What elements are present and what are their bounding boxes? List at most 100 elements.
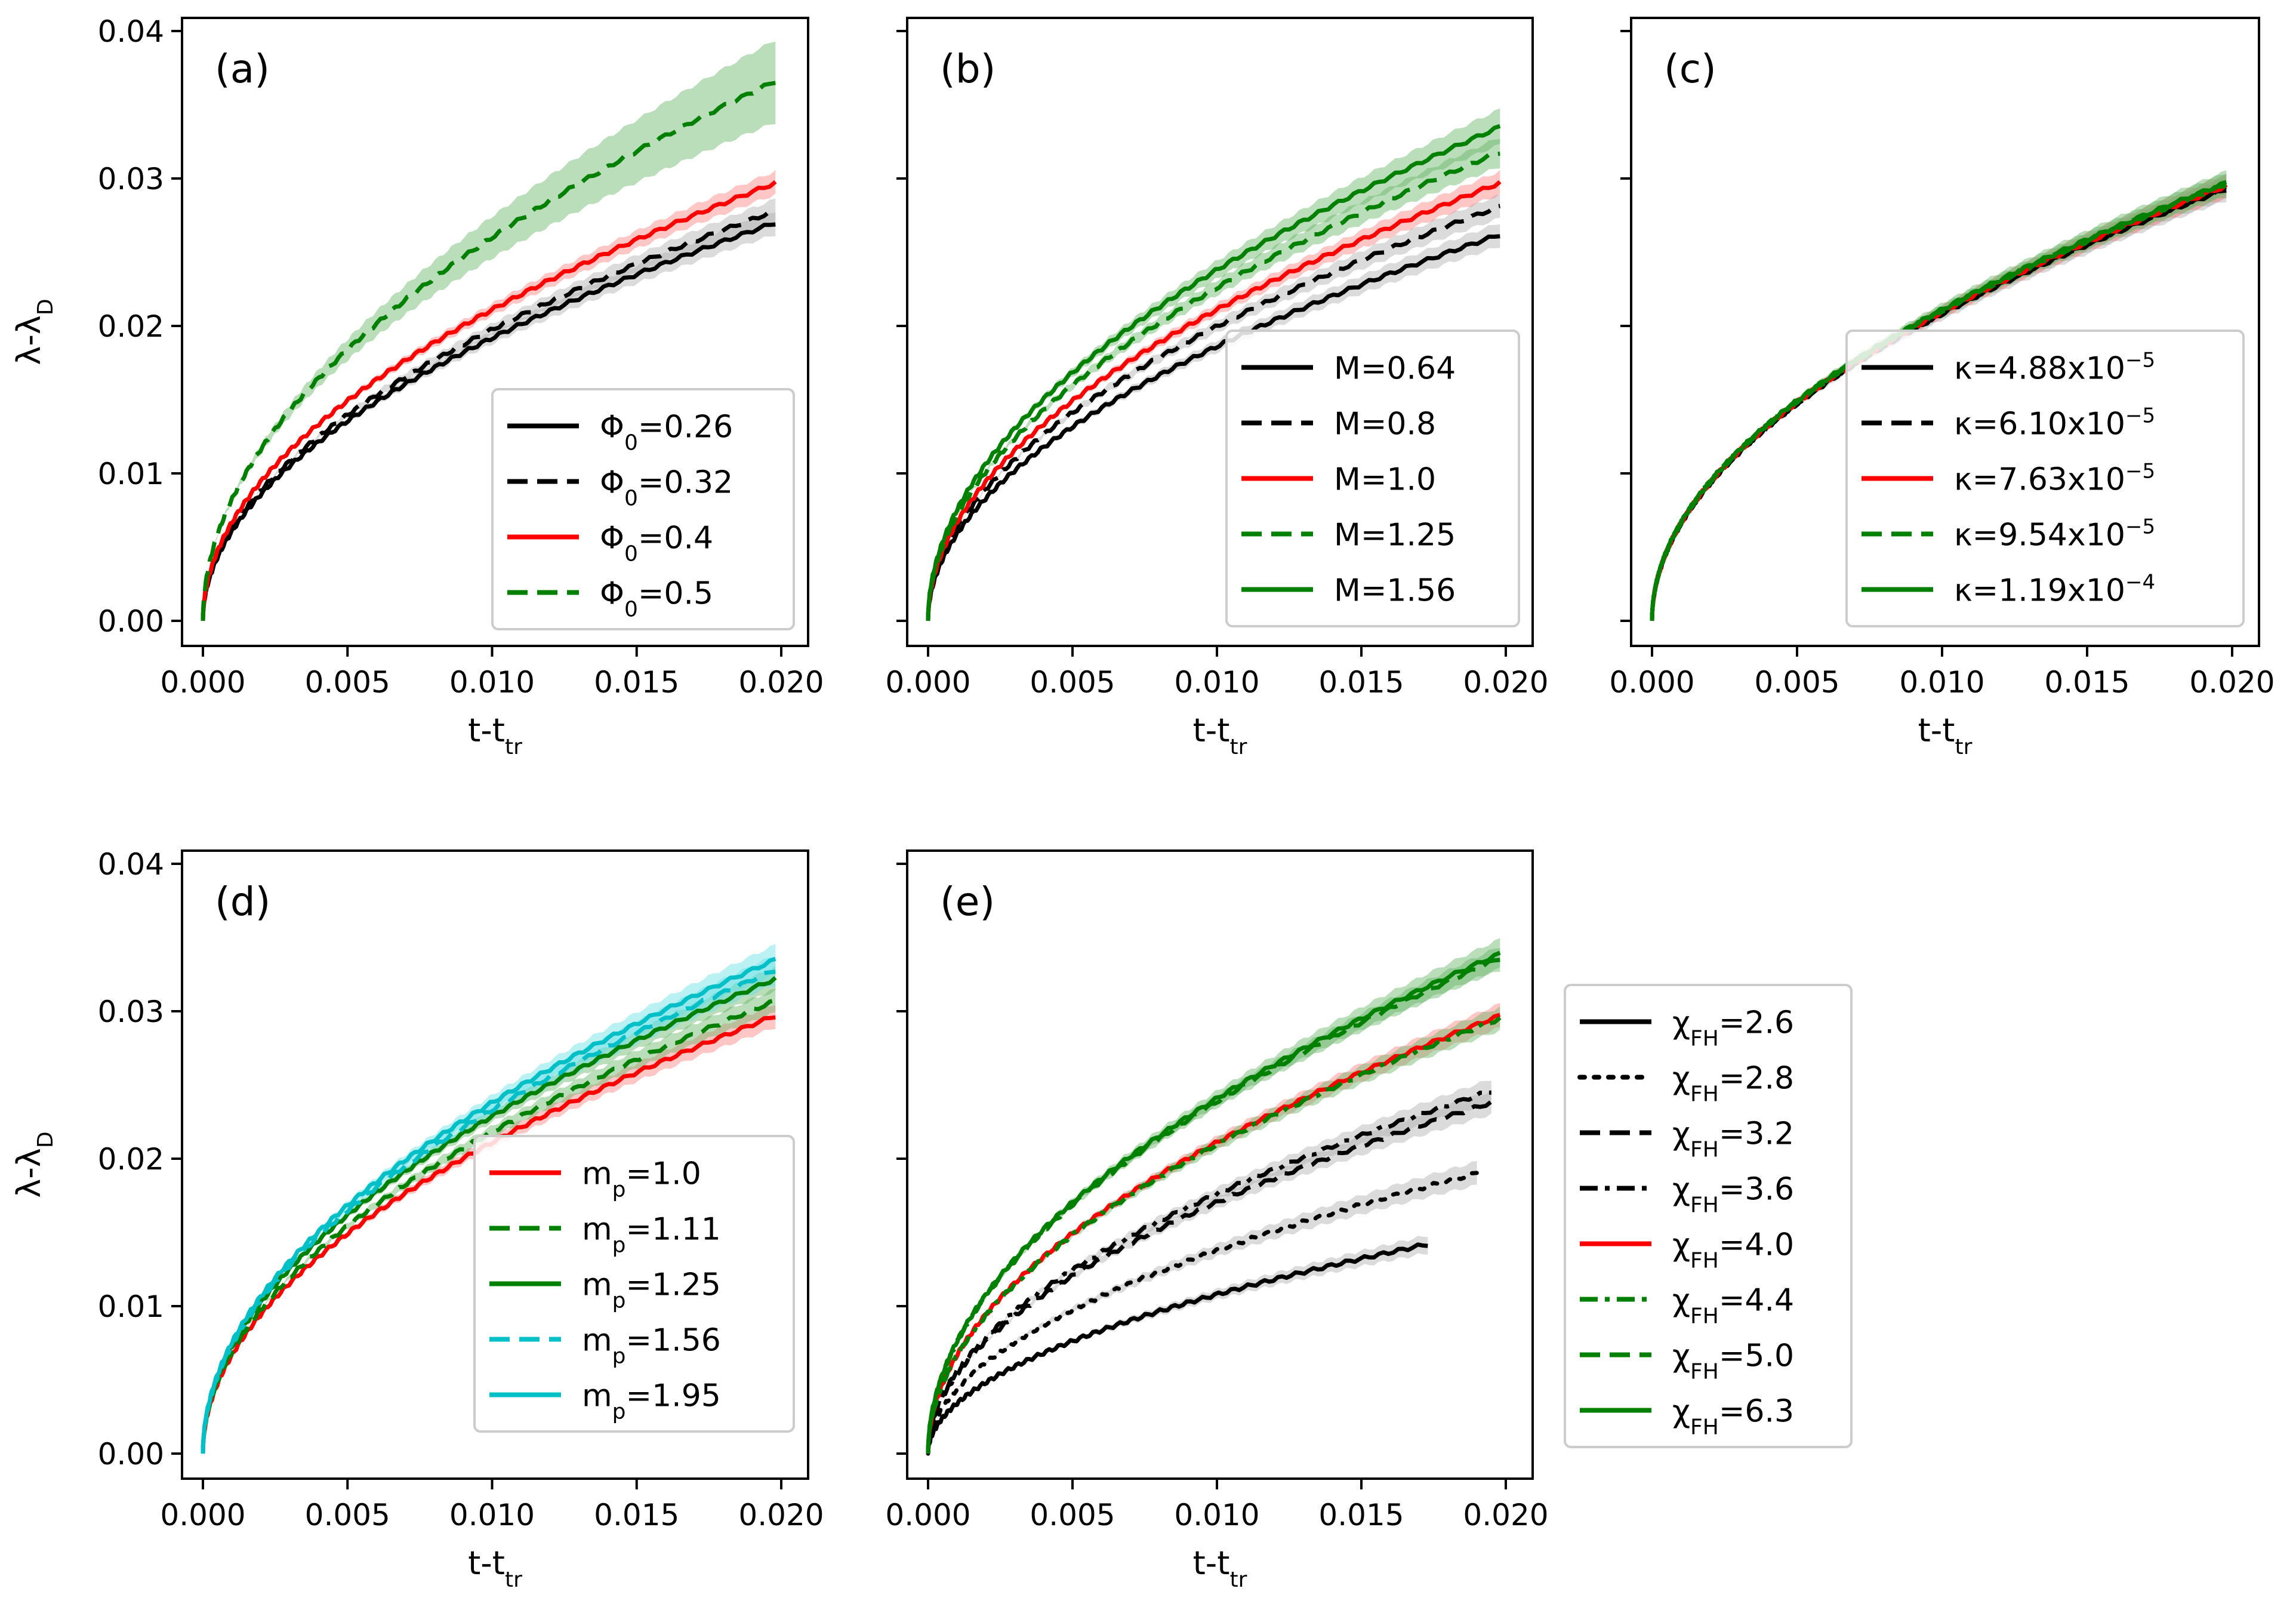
axes-frame [906,17,1534,647]
x-tick-label: 0.015 [1318,1498,1404,1532]
y-tick-label: 0.04 [98,14,164,49]
series-line-4 [201,956,776,1454]
x-tick-label: 0.020 [738,665,824,700]
panel-c: 0.000 0.005 0.010 0.015 0.020 t-ttr (c) κ=4.88x… [1609,17,2275,759]
band-2 [1652,173,2227,621]
x-tick-label: 0.005 [1754,665,1839,700]
panel-letter: (a) [215,46,270,92]
x-tick-label: 0.015 [594,665,679,700]
series-line-4 [1650,180,2227,621]
x-tick-label: 0.000 [885,665,970,700]
x-tick-label: 0.005 [305,1498,390,1532]
band-3 [928,138,1500,621]
series-line-3 [201,969,776,1454]
axes-frame [1630,17,2260,647]
legend-entry: Φ0=0.4 [600,521,713,567]
series-line-3 [201,81,776,621]
series-line-7 [926,950,1501,1454]
y-tick-label: 0.01 [98,1289,164,1324]
y-tick-label: 0.03 [98,162,164,196]
panel-d: 0.000 0.005 0.010 0.015 0.020 0.00 0.01 0.02 0.0… [10,847,824,1592]
series-group [926,938,1502,1456]
legend-entry: χFH=3.2 [1672,1116,1794,1162]
x-tick-label: 0.020 [1463,665,1548,700]
band-7 [928,938,1500,1454]
band-1 [1652,175,2227,621]
x-tick-label: 0.015 [594,1498,679,1532]
legend: κ=4.88x10−5 κ=6.10x10−5 κ=7.63x10−5 κ=9.54x… [1845,330,2245,627]
x-axis-label: t-ttr [1193,712,1247,759]
band-3 [203,41,776,621]
x-tick-label: 0.010 [1174,1498,1259,1532]
legend-entry: χFH=4.0 [1672,1227,1794,1273]
panel-letter: (e) [940,879,995,925]
legend-entry: κ=9.54x10−5 [1954,515,2155,553]
legend-entry: χFH=2.8 [1672,1061,1794,1107]
series-line-1 [201,998,776,1454]
legend: M=0.64 M=0.8 M=1.0 M=1.25 M=1.56 [1225,330,1520,627]
x-tick-label: 0.000 [160,1498,245,1532]
band-2 [928,1089,1491,1454]
band-3 [203,957,776,1454]
series-line-0 [926,234,1500,621]
x-tick-label: 0.005 [1030,1498,1115,1532]
x-tick-label: 0.020 [2189,665,2275,700]
x-tick-label: 0.010 [1174,665,1259,700]
band-4 [928,108,1500,621]
x-axis-label: t-ttr [1918,712,1973,759]
series-line-3 [926,152,1500,621]
x-tick-label: 0.020 [1463,1498,1548,1532]
legend-entry: χFH=2.6 [1672,1005,1794,1051]
legend-entry: mp=1.56 [582,1323,721,1369]
panel-e: 0.000 0.005 0.010 0.015 0.020 t-ttr (e) χFH=2.6… [885,849,1853,1592]
y-axis-label: λ-λD [10,1131,58,1198]
series-line-2 [201,180,777,621]
x-axis-label: t-ttr [1193,1544,1247,1592]
axes-frame [181,849,809,1480]
y-tick-label: 0.01 [98,457,164,491]
legend-entry: mp=1.25 [582,1267,721,1313]
x-tick-label: 0.000 [885,1498,970,1532]
y-axis-label-group: λ-λD [10,1131,58,1198]
y-axis-label: λ-λD [10,298,58,365]
legend-entry: χFH=4.4 [1672,1283,1794,1329]
legend-entry: κ=4.88x10−5 [1954,349,2155,387]
band-0 [928,1236,1428,1454]
x-tick-label: 0.015 [1318,665,1404,700]
series-group [1650,170,2228,621]
legend-entry: κ=1.19x10−4 [1954,571,2155,609]
band-4 [1652,170,2227,621]
y-tick-label: 0.04 [98,847,164,882]
x-tick-label: 0.010 [449,1498,535,1532]
series-line-0 [201,222,776,621]
x-axis-label: t-ttr [468,1544,522,1592]
legend-box [1845,330,2245,627]
series-group [926,108,1502,621]
legend-box [1225,330,1520,627]
legend-entry: M=1.25 [1334,518,1456,553]
band-0 [928,224,1500,621]
x-tick-label: 0.015 [2044,665,2129,700]
series-line-4 [926,124,1501,621]
series-line-3 [926,1090,1491,1454]
x-tick-label: 0.005 [305,665,390,700]
y-tick-label: 0.02 [98,1142,164,1177]
x-tick-label: 0.010 [1899,665,1984,700]
series-line-2 [926,180,1502,621]
x-tick-label: 0.010 [449,665,535,700]
axes-frame [906,849,1534,1480]
legend-entry: M=1.0 [1334,462,1436,498]
legend-entry: Φ0=0.32 [600,465,733,511]
legend-entry: mp=1.95 [582,1378,721,1424]
x-tick-label: 0.020 [738,1498,824,1532]
y-tick-label: 0.00 [98,604,164,639]
panel-letter: (d) [215,879,270,925]
legend-entry: χFH=3.6 [1672,1172,1794,1218]
legend-box [1564,984,1853,1448]
legend-entry: Φ0=0.26 [600,410,733,455]
x-tick-label: 0.000 [160,665,245,700]
panel-a: 0.000 0.005 0.010 0.015 0.020 0.00 0.01 0.02 0.0… [10,14,824,759]
panel-letter: (b) [940,46,996,92]
legend-entry: χFH=6.3 [1672,1394,1794,1440]
